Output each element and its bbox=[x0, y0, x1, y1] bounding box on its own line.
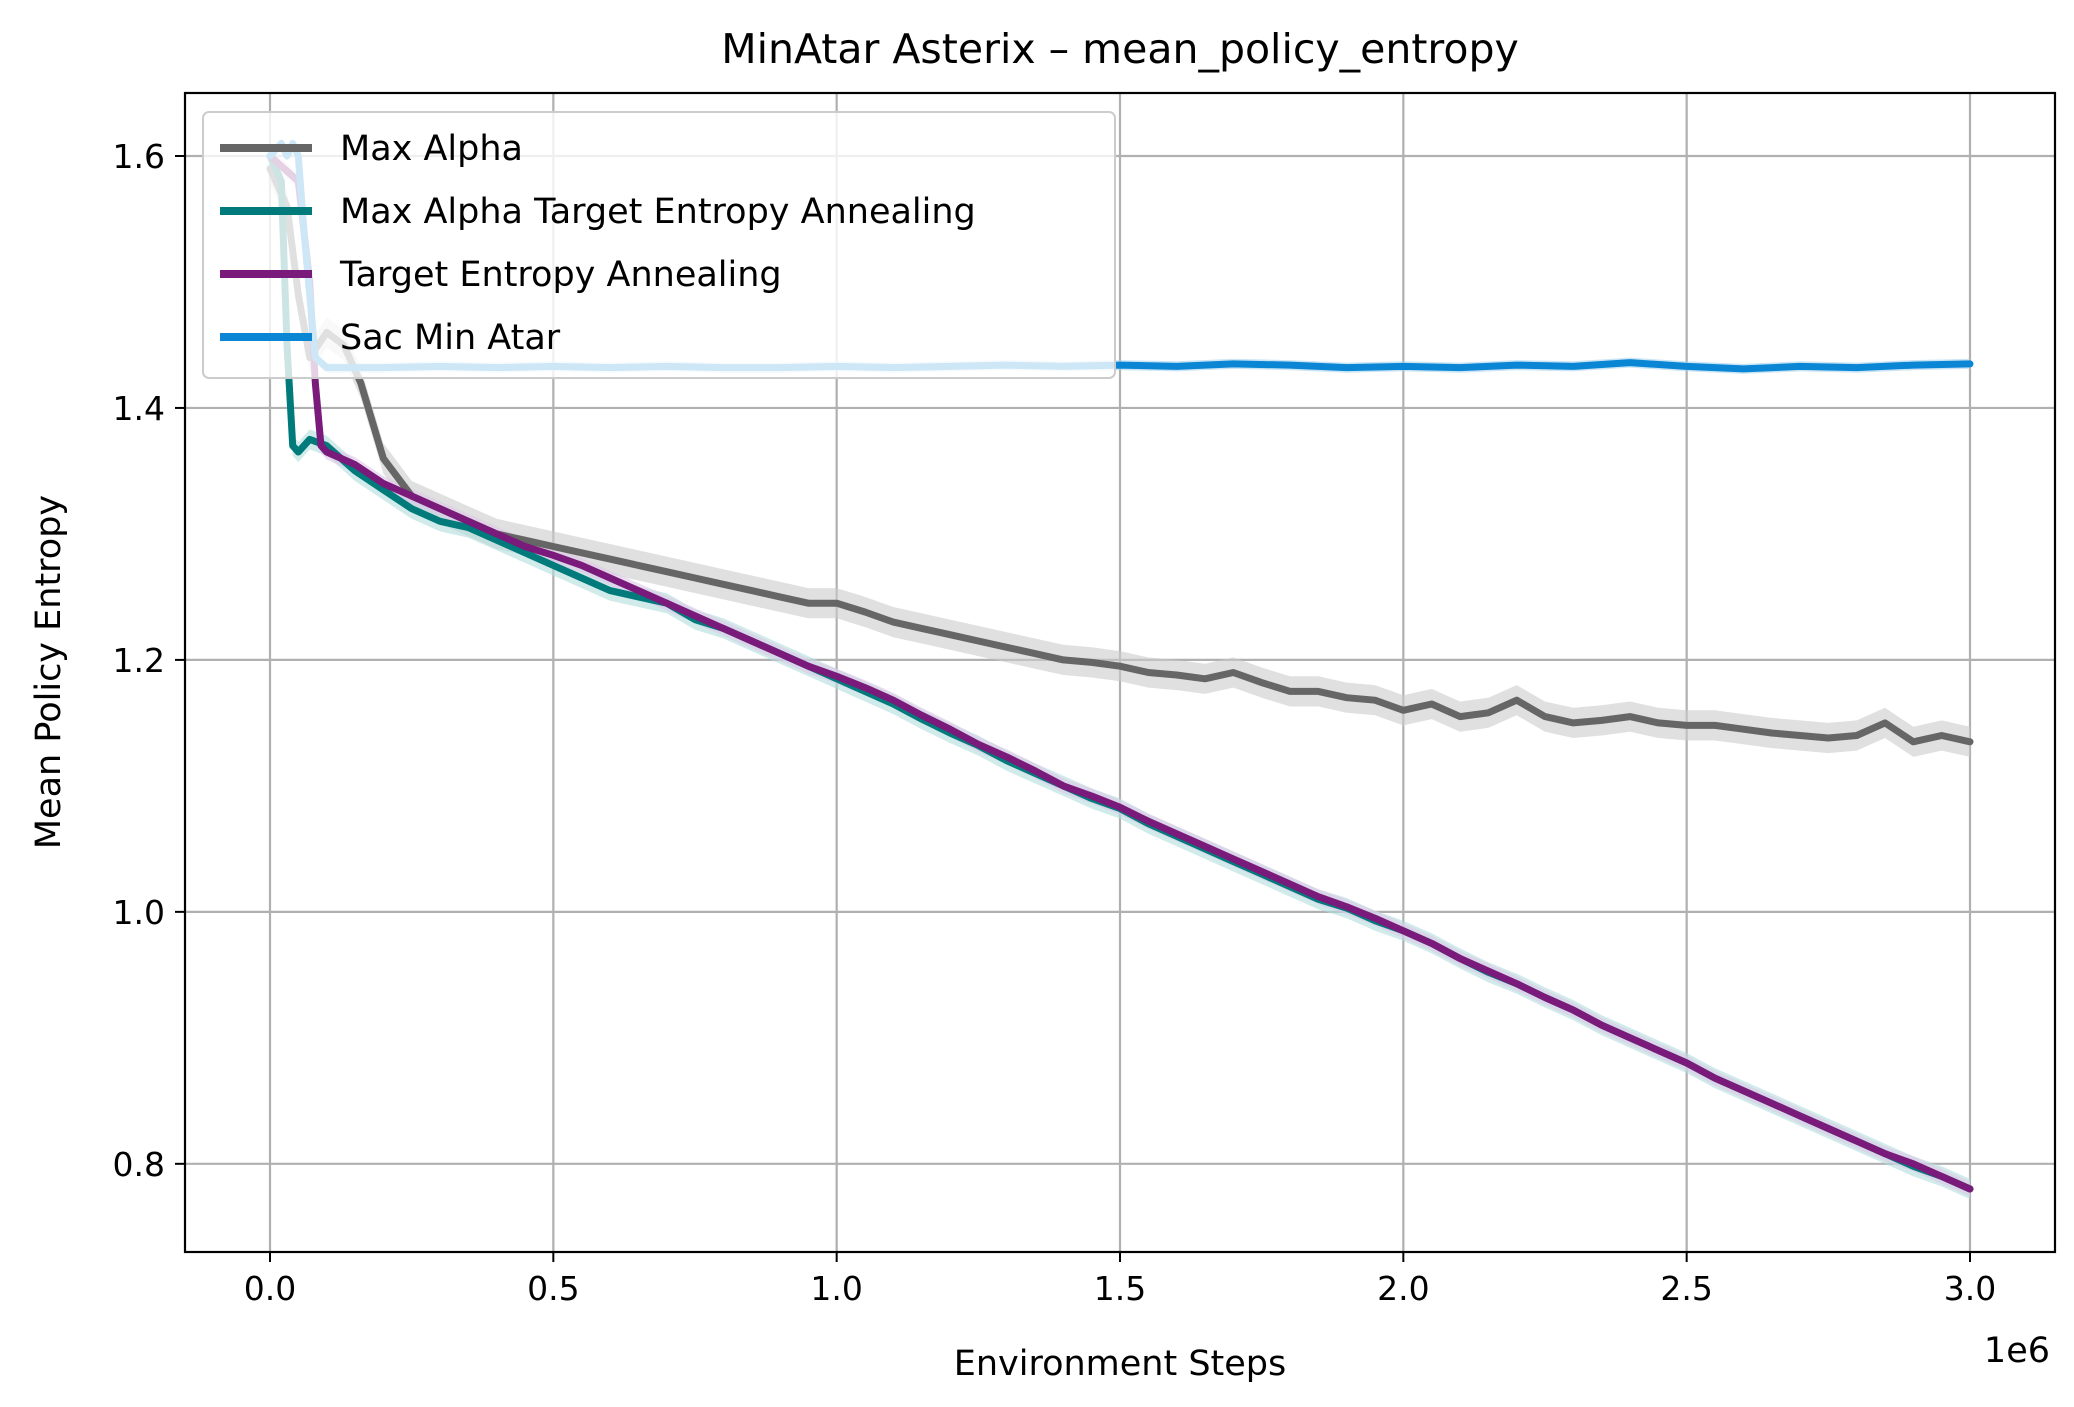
x-tick-label: 1.5 bbox=[1094, 1269, 1146, 1308]
legend-label-0: Max Alpha bbox=[340, 129, 523, 169]
x-axis-label: Environment Steps bbox=[954, 1344, 1287, 1384]
x-tick-label: 2.0 bbox=[1377, 1269, 1429, 1308]
y-tick-label: 1.6 bbox=[113, 137, 165, 176]
y-axis-label: Mean Policy Entropy bbox=[29, 495, 69, 849]
x-tick-label: 0.5 bbox=[527, 1269, 579, 1308]
legend-box bbox=[202, 111, 1116, 379]
y-axis-ticks: 0.8 1.0 1.2 1.4 1.6 bbox=[113, 137, 185, 1184]
x-tick-label: 3.0 bbox=[1944, 1269, 1996, 1308]
chart-title: MinAtar Asterix – mean_policy_entropy bbox=[721, 25, 1519, 73]
plot-frame bbox=[183, 91, 2057, 1254]
legend-label-3: Sac Min Atar bbox=[340, 318, 561, 358]
legend: Max Alpha Max Alpha Target Entropy Anneal… bbox=[202, 111, 1116, 379]
series-line-2 bbox=[266, 152, 1974, 1193]
y-tick-label: 1.0 bbox=[113, 893, 165, 932]
x-tick-label: 2.5 bbox=[1660, 1269, 1712, 1308]
y-tick-label: 1.4 bbox=[113, 389, 165, 428]
legend-label-1: Max Alpha Target Entropy Annealing bbox=[340, 192, 976, 232]
x-axis-scale-label: 1e6 bbox=[1984, 1331, 2050, 1371]
x-tick-label: 0.0 bbox=[244, 1269, 296, 1308]
y-tick-label: 0.8 bbox=[113, 1145, 165, 1184]
y-tick-label: 1.2 bbox=[113, 641, 165, 680]
legend-label-2: Target Entropy Annealing bbox=[339, 255, 782, 295]
x-axis-ticks: 0.0 0.5 1.0 1.5 2.0 2.5 3.0 bbox=[244, 1252, 1996, 1308]
x-tick-label: 1.0 bbox=[810, 1269, 862, 1308]
